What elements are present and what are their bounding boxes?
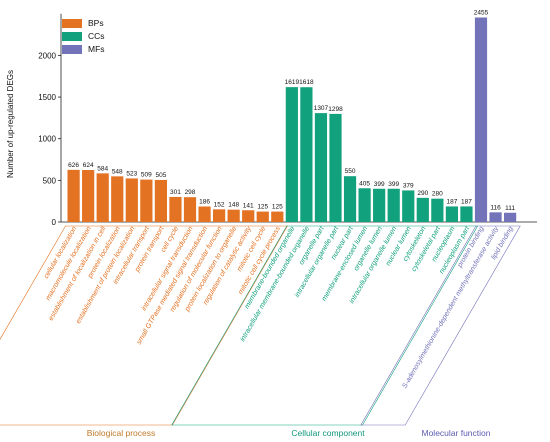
bar (504, 212, 517, 222)
bar-value-label: 584 (97, 165, 108, 172)
bar-value-label: 116 (490, 204, 501, 211)
bar-value-label: 399 (388, 181, 399, 188)
bar-value-label: 2455 (474, 9, 489, 16)
y-tick-label: 2000 (38, 51, 56, 60)
bar-value-label: 280 (432, 191, 443, 198)
bar-value-label: 125 (272, 204, 283, 211)
bar-value-label: 298 (185, 189, 196, 196)
bar-value-label: 1298 (328, 106, 343, 113)
bar (183, 197, 197, 222)
bar (489, 212, 502, 222)
legend-swatch (62, 32, 82, 41)
bar (111, 176, 124, 222)
bar-value-label: 187 (446, 198, 457, 205)
bar-value-label: 186 (199, 199, 210, 206)
bar-value-label: 509 (141, 172, 152, 179)
group-label: Molecular function (422, 428, 491, 438)
bar (300, 87, 313, 222)
bar-value-label: 505 (155, 172, 166, 179)
bar-value-label: 141 (243, 202, 254, 209)
bar (343, 176, 357, 222)
bar-value-label: 624 (83, 162, 94, 169)
bar (474, 17, 488, 222)
legend-swatch (62, 19, 82, 28)
bar (373, 188, 386, 222)
bar-value-label: 548 (112, 168, 123, 175)
y-tick-label: 1500 (38, 93, 56, 102)
group-bracket (360, 225, 521, 426)
bar (416, 197, 429, 222)
y-axis-label: Number of up-regulated DEGs (6, 70, 15, 178)
bar-value-label: 187 (461, 198, 472, 205)
bar-value-label: 1618 (299, 79, 314, 86)
y-tick-label: 1000 (38, 135, 56, 144)
bar-value-label: 550 (345, 168, 356, 175)
bar (402, 190, 415, 222)
bar (285, 87, 298, 222)
bar (314, 113, 328, 222)
bar (431, 198, 444, 222)
bar (96, 173, 109, 222)
group-label: Cellular component (291, 428, 365, 438)
legend-label: BPs (88, 18, 104, 28)
bar (387, 188, 400, 222)
bar (227, 209, 240, 222)
bar (358, 188, 371, 222)
bar (460, 206, 473, 222)
bar (329, 113, 342, 222)
bar-value-label: 523 (126, 170, 137, 177)
group-brackets: Biological process Cellular component Mole… (0, 225, 521, 438)
bar (445, 206, 458, 222)
bar-value-label: 152 (214, 201, 225, 208)
bar-value-label: 1307 (314, 105, 329, 112)
legend-label: MFs (88, 44, 105, 54)
bar (82, 170, 95, 222)
group-label: Biological process (87, 428, 156, 438)
bar-value-label: 399 (374, 181, 385, 188)
bar (67, 169, 80, 222)
bar (198, 206, 211, 222)
bar-value-label: 148 (228, 202, 239, 209)
bar (271, 211, 284, 222)
y-tick-label: 500 (43, 176, 57, 185)
bar (256, 211, 269, 222)
legend-label: CCs (88, 31, 105, 41)
bar-value-label: 301 (170, 189, 181, 196)
bar-value-label: 405 (359, 180, 370, 187)
bar-value-label: 290 (417, 190, 428, 197)
bar-value-label: 379 (403, 182, 414, 189)
y-tick-label: 0 (52, 218, 57, 227)
legend: BPs CCs MFs (62, 18, 105, 54)
bar-value-label: 111 (505, 205, 515, 212)
bar-group (67, 17, 517, 222)
bar (242, 210, 255, 222)
legend-swatch (62, 45, 82, 54)
bar (169, 196, 182, 222)
bar (154, 179, 167, 222)
bar-value-label: 1619 (285, 79, 300, 86)
bar-value-label: 125 (257, 204, 268, 211)
bar (213, 209, 226, 222)
bar (125, 178, 138, 222)
bar (140, 179, 153, 222)
bar-value-label: 626 (68, 162, 79, 169)
